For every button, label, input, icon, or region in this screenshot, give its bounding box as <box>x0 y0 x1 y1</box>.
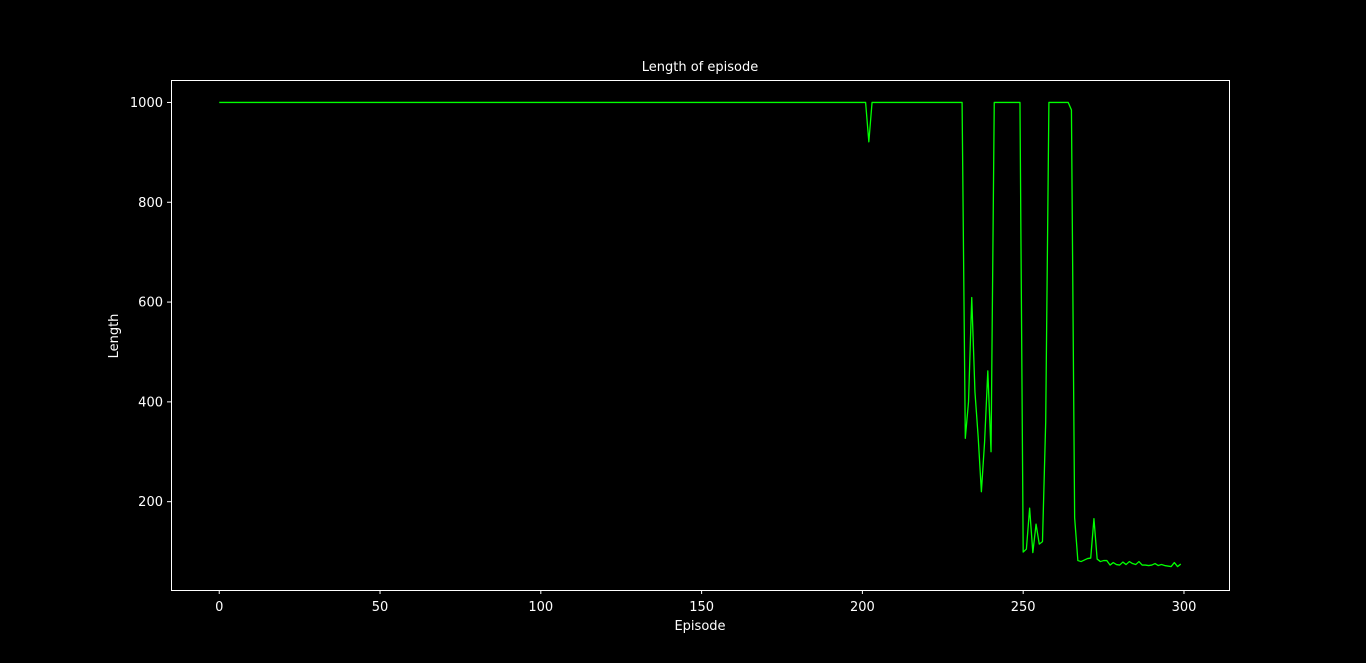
x-tick-label: 300 <box>1172 600 1197 615</box>
x-tick-label: 200 <box>850 600 875 615</box>
x-tick-label: 0 <box>215 600 223 615</box>
y-axis-label: Length <box>107 314 122 359</box>
x-tick-label: 50 <box>372 600 389 615</box>
x-tick-label: 100 <box>528 600 553 615</box>
y-tick-label: 1000 <box>130 96 163 111</box>
x-axis-ticks: 0 50 100 150 200 250 300 <box>215 590 1196 615</box>
y-tick-label: 200 <box>138 495 163 510</box>
x-axis-label: Episode <box>674 619 725 634</box>
series-line <box>219 101 1182 568</box>
y-tick-label: 800 <box>138 196 163 211</box>
plot-frame <box>171 80 1230 591</box>
chart-title: Length of episode <box>642 60 758 75</box>
x-tick-label: 250 <box>1011 600 1036 615</box>
y-tick-label: 600 <box>138 296 163 311</box>
y-axis-ticks: 200 400 600 800 1000 <box>130 96 171 510</box>
x-tick-label: 150 <box>689 600 714 615</box>
y-tick-label: 400 <box>138 395 163 410</box>
